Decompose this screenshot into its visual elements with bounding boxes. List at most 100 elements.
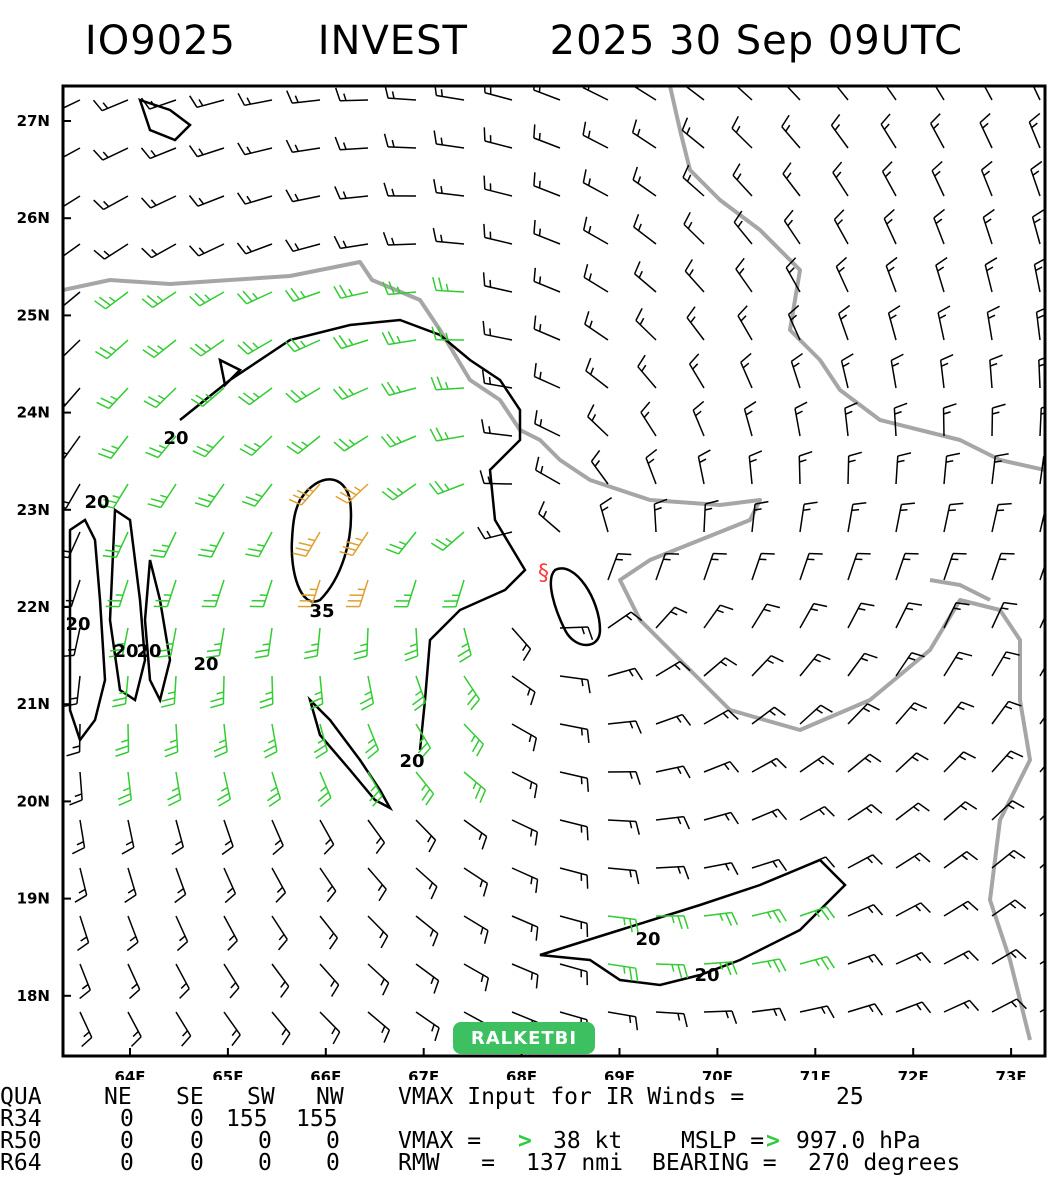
- wind-barb: [288, 483, 321, 506]
- wind-barb: [127, 1011, 142, 1047]
- wind-barb: [433, 130, 465, 149]
- wind-barb: [893, 402, 908, 437]
- wind-barb: [703, 657, 738, 677]
- wind-barb: [751, 808, 788, 821]
- wind-barb: [703, 1010, 738, 1025]
- wind-barb: [332, 335, 369, 350]
- wind-barb: [164, 723, 179, 758]
- wind-barb: [171, 819, 185, 855]
- wind-barb: [743, 401, 757, 437]
- mslp-value: 997.0 hPa: [796, 1128, 921, 1154]
- wind-barb: [655, 765, 691, 779]
- wind-barb: [333, 435, 369, 452]
- wind-barb: [847, 552, 871, 581]
- wind-barb: [271, 915, 288, 951]
- wind-barb: [587, 404, 609, 437]
- wind-barb: [96, 387, 129, 410]
- wind-barb: [271, 963, 290, 998]
- r34-nw: 155: [296, 1106, 338, 1132]
- wind-barb: [655, 606, 688, 629]
- wind-barb: [748, 450, 763, 485]
- r50-sw: 0: [258, 1128, 272, 1154]
- wind-barb: [284, 287, 321, 302]
- wind-barb: [790, 352, 804, 389]
- wind-barb: [607, 819, 641, 835]
- wind-barb: [582, 121, 609, 149]
- r64-ne: 0: [120, 1150, 134, 1176]
- wind-barb: [534, 410, 561, 437]
- wind-barb: [799, 602, 828, 629]
- wind-barb: [799, 755, 835, 773]
- wind-barb: [559, 915, 589, 937]
- wind-barb: [684, 259, 705, 293]
- wind-barb: [787, 304, 801, 341]
- wind-barb: [943, 999, 980, 1013]
- wind-barb: [939, 354, 954, 389]
- wind-barb: [381, 381, 417, 396]
- contour-35kt: [290, 478, 353, 603]
- wind-barb: [1035, 307, 1045, 341]
- wind-barb: [655, 815, 691, 830]
- wind-barb: [511, 915, 539, 941]
- wind-barb: [733, 210, 753, 245]
- wind-barb: [751, 706, 786, 725]
- wind-barb-field: [63, 86, 1045, 1048]
- wind-barb: [313, 723, 328, 759]
- r34-ne: 0: [120, 1106, 134, 1132]
- wind-barb: [238, 387, 273, 406]
- wind-barb: [380, 433, 417, 448]
- wind-barb: [607, 915, 639, 934]
- wind-barb: [339, 531, 369, 557]
- wind-barb: [463, 675, 481, 711]
- wind-barb: [71, 819, 86, 855]
- wind-barb: [457, 627, 472, 663]
- wind-barb: [237, 142, 273, 156]
- wind-barb: [92, 99, 129, 112]
- wind-barb: [703, 709, 739, 725]
- wind-barb: [607, 867, 640, 885]
- wind-barb: [332, 386, 369, 401]
- storm-center-icon: §: [538, 561, 549, 586]
- wind-barb: [533, 267, 561, 293]
- wind-barb: [194, 483, 225, 508]
- wind-barb: [930, 113, 945, 149]
- wind-barb: [415, 963, 440, 994]
- wind-barb: [112, 675, 129, 708]
- storm-id: IO9025: [84, 18, 236, 64]
- wind-barb: [175, 1011, 192, 1047]
- lon-tick-label: 68E: [506, 1068, 537, 1080]
- wind-barb: [66, 723, 81, 757]
- wind-barb: [197, 531, 225, 558]
- wind-barb: [263, 723, 278, 759]
- contour-label: 35: [309, 601, 334, 622]
- bearing-value: 270 degrees: [808, 1150, 961, 1176]
- lat-tick-label: 18N: [17, 987, 50, 1005]
- wind-barb: [479, 470, 513, 485]
- wind-barb: [285, 189, 321, 203]
- wind-barb: [984, 257, 998, 293]
- vmax-arrow-icon: >: [518, 1128, 532, 1154]
- lat-tick-label: 23N: [17, 501, 50, 519]
- wind-barb: [143, 387, 177, 409]
- wind-barb: [991, 800, 1025, 821]
- mslp-arrow-icon: >: [766, 1128, 780, 1154]
- header-qua: QUA: [0, 1084, 42, 1110]
- wind-barb: [895, 852, 931, 869]
- wind-barb: [63, 291, 81, 308]
- wind-barb: [607, 720, 642, 734]
- wind-barb: [751, 552, 775, 581]
- wind-barb: [92, 147, 129, 161]
- wind-barb: [477, 526, 513, 540]
- watermark-badge: RALKETBI: [453, 1022, 595, 1054]
- wind-barb: [126, 915, 139, 952]
- wind-barb: [432, 227, 465, 245]
- wind-barb: [142, 339, 177, 359]
- wind-barb: [216, 771, 232, 807]
- wind-barb: [319, 867, 337, 903]
- wind-barb: [982, 208, 995, 245]
- wind-barb: [937, 305, 951, 341]
- wind-barb: [292, 531, 321, 557]
- wind-barb: [205, 627, 225, 659]
- wind-barb: [482, 320, 513, 341]
- wind-barb: [245, 531, 273, 558]
